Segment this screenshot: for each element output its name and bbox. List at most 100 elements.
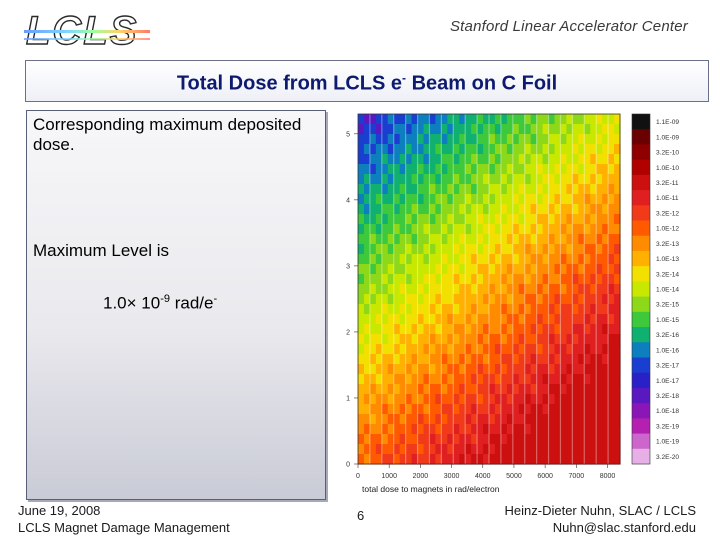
heatmap-cell <box>560 144 567 155</box>
heatmap-cell <box>363 334 371 345</box>
heatmap-cell <box>429 114 436 125</box>
heatmap-cell <box>500 274 508 285</box>
heatmap-cell <box>459 224 466 235</box>
heatmap-cell <box>518 244 526 255</box>
heatmap-cell <box>530 174 538 185</box>
heatmap-cell <box>393 294 401 305</box>
heatmap-cell <box>358 184 365 195</box>
colorbar-label: 3.2E-20 <box>656 454 679 461</box>
heatmap-cell <box>512 244 520 255</box>
heatmap-cell <box>477 384 484 395</box>
heatmap-cell <box>471 314 478 325</box>
heatmap-cell <box>477 304 484 315</box>
heatmap-cell <box>584 414 591 425</box>
heatmap-cell <box>590 174 597 185</box>
heatmap-cell <box>399 174 407 185</box>
heatmap-cell <box>375 454 383 465</box>
heatmap-cell <box>494 354 502 365</box>
heatmap-cell <box>524 144 532 155</box>
colorbar-swatch <box>632 311 650 328</box>
heatmap-cell <box>441 114 448 125</box>
heatmap-cell <box>602 154 609 165</box>
description-text: Corresponding maximum deposited dose. <box>33 115 302 154</box>
heatmap-cell <box>369 154 377 165</box>
heatmap-cell <box>411 224 419 235</box>
heatmap-cell <box>423 334 431 345</box>
heatmap-cell <box>489 394 496 405</box>
heatmap-cell <box>506 434 514 445</box>
heatmap-cell <box>363 174 371 185</box>
heatmap-cell <box>471 324 478 335</box>
heatmap-cell <box>566 264 573 275</box>
heatmap-cell <box>447 364 454 375</box>
heatmap-cell <box>489 204 496 215</box>
heatmap-cell <box>536 454 544 465</box>
heatmap-cell <box>536 224 544 235</box>
heatmap-cell <box>560 264 567 275</box>
heatmap-cell <box>375 234 383 245</box>
x-axis-label: total dose to magnets in rad/electron <box>362 484 500 494</box>
heatmap-cell <box>471 184 478 195</box>
heatmap-cell <box>560 124 567 135</box>
heatmap-cell <box>358 374 365 385</box>
heatmap-cell <box>477 264 484 275</box>
heatmap-cell <box>506 424 514 435</box>
heatmap-cell <box>393 314 401 325</box>
heatmap-cell <box>602 324 609 335</box>
heatmap-cell <box>572 144 579 155</box>
heatmap-cell <box>417 394 425 405</box>
heatmap-cell <box>393 124 401 135</box>
heatmap-cell <box>536 284 544 295</box>
heatmap-cell <box>358 264 365 275</box>
heatmap-cell <box>518 384 526 395</box>
heatmap-cell <box>459 294 466 305</box>
heatmap-cell <box>375 274 383 285</box>
heatmap-cell <box>465 334 472 345</box>
slide-title-text: Total Dose from LCLS e- Beam on C Foil <box>176 71 558 95</box>
heatmap-cell <box>542 144 550 155</box>
heatmap-cell <box>387 284 395 295</box>
heatmap-cell <box>596 264 603 275</box>
heatmap-cell <box>489 454 496 465</box>
heatmap-cell <box>542 114 550 125</box>
colorbar-label: 1.0E-16 <box>656 347 679 354</box>
heatmap-cell <box>405 154 413 165</box>
heatmap-cell <box>483 164 490 175</box>
heatmap-cell <box>524 364 532 375</box>
heatmap-cell <box>363 324 371 335</box>
heatmap-cell <box>542 134 550 145</box>
heatmap-cell <box>483 284 490 295</box>
heatmap-cell <box>459 424 466 435</box>
heatmap-cell <box>399 424 407 435</box>
heatmap-cell <box>417 214 425 225</box>
heatmap-cell <box>399 214 407 225</box>
heatmap-cell <box>524 384 532 395</box>
heatmap-cell <box>548 454 556 465</box>
heatmap-cell <box>459 164 466 175</box>
heatmap-cell <box>500 284 508 295</box>
heatmap-cell <box>590 454 597 465</box>
heatmap-cell <box>518 404 526 415</box>
heatmap-cell <box>602 244 609 255</box>
y-tick-label: 3 <box>346 263 350 270</box>
heatmap-cell <box>423 144 431 155</box>
heatmap-cell <box>441 354 448 365</box>
heatmap-cell <box>465 204 472 215</box>
heatmap-cell <box>489 194 496 205</box>
heatmap-cell <box>393 354 401 365</box>
heatmap-cell <box>572 374 579 385</box>
heatmap-cell <box>608 114 615 125</box>
heatmap-cell <box>518 334 526 345</box>
heatmap-cell <box>512 114 520 125</box>
heatmap-cell <box>494 294 502 305</box>
heatmap-cell <box>596 304 603 315</box>
heatmap-cell <box>512 174 520 185</box>
heatmap-cell <box>572 424 579 435</box>
heatmap-cell <box>447 334 454 345</box>
heatmap-cell <box>506 324 514 335</box>
heatmap-cell <box>477 164 484 175</box>
heatmap-cell <box>387 314 395 325</box>
heatmap-cell <box>614 304 621 315</box>
heatmap-cell <box>453 414 460 425</box>
heatmap-cell <box>471 284 478 295</box>
